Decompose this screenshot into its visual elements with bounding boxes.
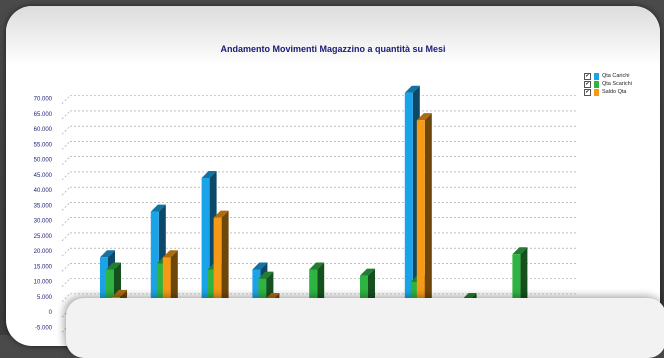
gridline-depth: [61, 156, 71, 165]
legend-label: Qta Carichi: [602, 73, 630, 79]
gridline-depth: [61, 95, 71, 104]
bar-top: [100, 250, 115, 258]
y-tick-label: 20.000: [34, 249, 53, 255]
chart-legend: ✔ Qta Carichi ✔ Qta Scarichi ✔ Saldo Qta: [584, 72, 632, 96]
bar-top: [416, 113, 432, 121]
legend-checkbox[interactable]: ✔: [584, 88, 591, 96]
chart-title: Andamento Movimenti Magazzino a quantità…: [220, 44, 446, 54]
bar-side: [424, 113, 432, 310]
overlay-panel: [66, 298, 664, 358]
bar: [106, 269, 114, 310]
bar-top: [162, 250, 178, 258]
y-tick-label: 10.000: [34, 280, 53, 286]
bar: [410, 281, 419, 310]
bar-top: [512, 247, 528, 255]
bar-top: [106, 262, 121, 270]
legend-label: Qta Scarichi: [602, 81, 632, 87]
gridline-depth: [61, 278, 71, 287]
gridline-depth: [61, 171, 71, 181]
bar-top: [213, 210, 229, 218]
gridline-depth: [61, 217, 71, 226]
legend-item[interactable]: ✔ Qta Scarichi: [584, 80, 632, 88]
legend-label: Saldo Qta: [602, 89, 627, 95]
y-tick-label: 15.000: [34, 264, 53, 270]
y-tick-label: 70.000: [34, 97, 53, 103]
legend-item[interactable]: ✔ Saldo Qta: [584, 88, 632, 96]
panel-header-gradient: [6, 6, 660, 66]
y-tick-label: 30.000: [34, 219, 53, 225]
bar: [150, 211, 159, 310]
gridline-depth: [61, 263, 71, 272]
bar-top: [150, 204, 166, 212]
y-tick-label: 25.000: [34, 234, 53, 240]
gridline-depth: [61, 247, 71, 257]
y-tick-label: 5.000: [37, 295, 53, 301]
y-tick-label: 40.000: [34, 188, 53, 194]
gridline-depth: [61, 186, 71, 196]
bar-top: [309, 262, 325, 270]
bar-side: [170, 250, 178, 310]
bar: [416, 120, 425, 310]
y-tick-label: 35.000: [34, 203, 53, 209]
legend-item[interactable]: ✔ Qta Carichi: [584, 72, 632, 80]
bar: [360, 275, 368, 310]
bar: [156, 263, 165, 310]
legend-swatch: [594, 88, 599, 96]
y-tick-label: -5.000: [35, 325, 53, 331]
bar-top: [112, 289, 127, 297]
bar-top: [258, 271, 274, 279]
gridline-depth: [61, 293, 71, 303]
bar: [309, 269, 318, 310]
bar: [512, 254, 521, 310]
bar: [100, 257, 108, 310]
legend-checkbox[interactable]: ✔: [584, 80, 591, 88]
y-tick-label: 60.000: [34, 127, 53, 133]
gridline-depth: [61, 232, 71, 242]
bar-top: [404, 85, 420, 93]
bar: [404, 92, 413, 310]
y-tick-label: 50.000: [34, 158, 53, 164]
bar-top: [252, 262, 268, 270]
bar: [207, 269, 216, 310]
gridline-depth: [61, 141, 71, 150]
bar: [201, 178, 210, 310]
bar-top: [360, 268, 375, 276]
legend-swatch: [594, 80, 599, 88]
bar-side: [221, 210, 229, 310]
bar-side: [317, 262, 325, 310]
y-tick-label: 55.000: [34, 142, 53, 148]
bar: [162, 257, 171, 310]
y-tick-label: 65.000: [34, 112, 53, 118]
legend-swatch: [594, 72, 599, 80]
bar: [213, 217, 222, 310]
gridline-depth: [61, 110, 71, 120]
bar-side: [520, 247, 528, 310]
gridline-depth: [61, 126, 71, 135]
bar: [258, 278, 267, 310]
bar-chart: 70.000 65.000 60.000 55.000 50.000 45.000 40.0…: [34, 85, 585, 333]
y-tick-label: 0: [49, 310, 53, 316]
bar: [252, 269, 261, 310]
legend-checkbox[interactable]: ✔: [584, 72, 591, 80]
gridline-depth: [61, 202, 71, 211]
y-tick-label: 45.000: [34, 173, 53, 179]
bar-top: [201, 171, 217, 179]
